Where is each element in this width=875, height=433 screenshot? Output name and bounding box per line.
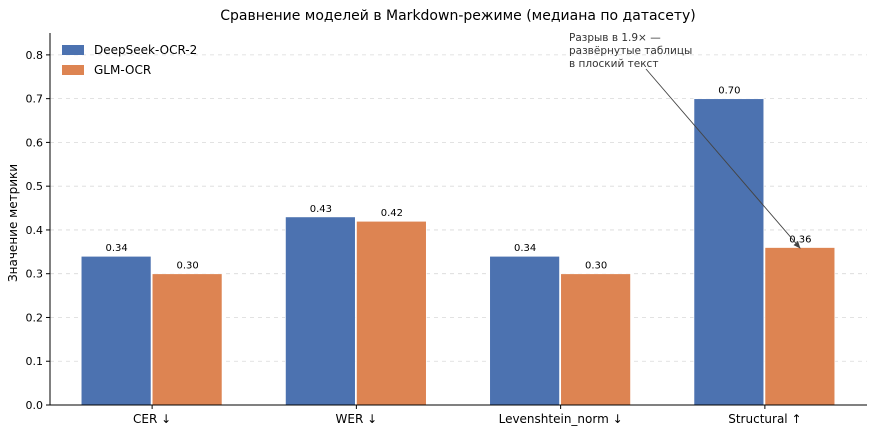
bar — [80, 255, 152, 406]
bar-value-label: 0.42 — [381, 208, 403, 219]
bar-value-label: 0.34 — [105, 243, 127, 254]
bar — [284, 216, 356, 406]
bar — [489, 255, 561, 406]
legend: DeepSeek-OCR-2 GLM-OCR — [62, 43, 197, 77]
bar — [560, 273, 632, 406]
bar — [764, 247, 836, 406]
annotation-text: в плоский текст — [569, 58, 658, 70]
bar-value-label: 0.34 — [514, 243, 536, 254]
bar-value-label: 0.30 — [176, 261, 198, 272]
bar-value-label: 0.36 — [789, 234, 811, 245]
legend-label: DeepSeek-OCR-2 — [94, 43, 197, 57]
legend-label: GLM-OCR — [94, 63, 151, 77]
y-tick-label: 0.5 — [26, 180, 44, 193]
y-tick-label: 0.7 — [26, 93, 44, 106]
annotation-arrow-line — [645, 68, 801, 249]
y-tick-label: 0.0 — [26, 399, 44, 412]
y-axis-label: Значение метрики — [6, 164, 20, 282]
x-tick-label: CER ↓ — [133, 412, 171, 426]
bar-value-label: 0.70 — [718, 86, 740, 97]
y-tick-label: 0.4 — [26, 224, 44, 237]
y-tick-label: 0.6 — [26, 136, 44, 149]
bar-value-label: 0.43 — [310, 204, 332, 215]
y-tick-label: 0.8 — [26, 49, 44, 62]
annotation-arrow-head — [793, 241, 801, 249]
bar-value-label: 0.30 — [585, 261, 607, 272]
annotation-text: Разрыв в 1.9× — — [569, 32, 661, 44]
y-tick-label: 0.3 — [26, 268, 44, 281]
bar — [355, 220, 427, 406]
x-tick-label: Structural ↑ — [728, 412, 801, 426]
legend-swatch — [62, 45, 84, 55]
y-tick-label: 0.2 — [26, 311, 44, 324]
legend-swatch — [62, 65, 84, 75]
bar-value-labels: 0.34 0.43 0.34 0.70 0.30 0.42 0.30 0.36 — [105, 86, 811, 272]
x-tick-label: WER ↓ — [336, 412, 378, 426]
y-tick-label: 0.1 — [26, 355, 44, 368]
bar — [693, 98, 765, 406]
x-tick-label: Levenshtein_norm ↓ — [499, 412, 623, 426]
bar — [151, 273, 223, 406]
annotation-text: развёрнутые таблицы — [569, 45, 692, 57]
bars — [80, 98, 836, 406]
axes: 0.0 0.1 0.2 0.3 0.4 0.5 0.6 0.7 0.8 CER ↓ WER ↓ Lev… — [26, 33, 867, 426]
chart-title: Сравнение моделей в Markdown-режиме (мед… — [220, 8, 696, 24]
